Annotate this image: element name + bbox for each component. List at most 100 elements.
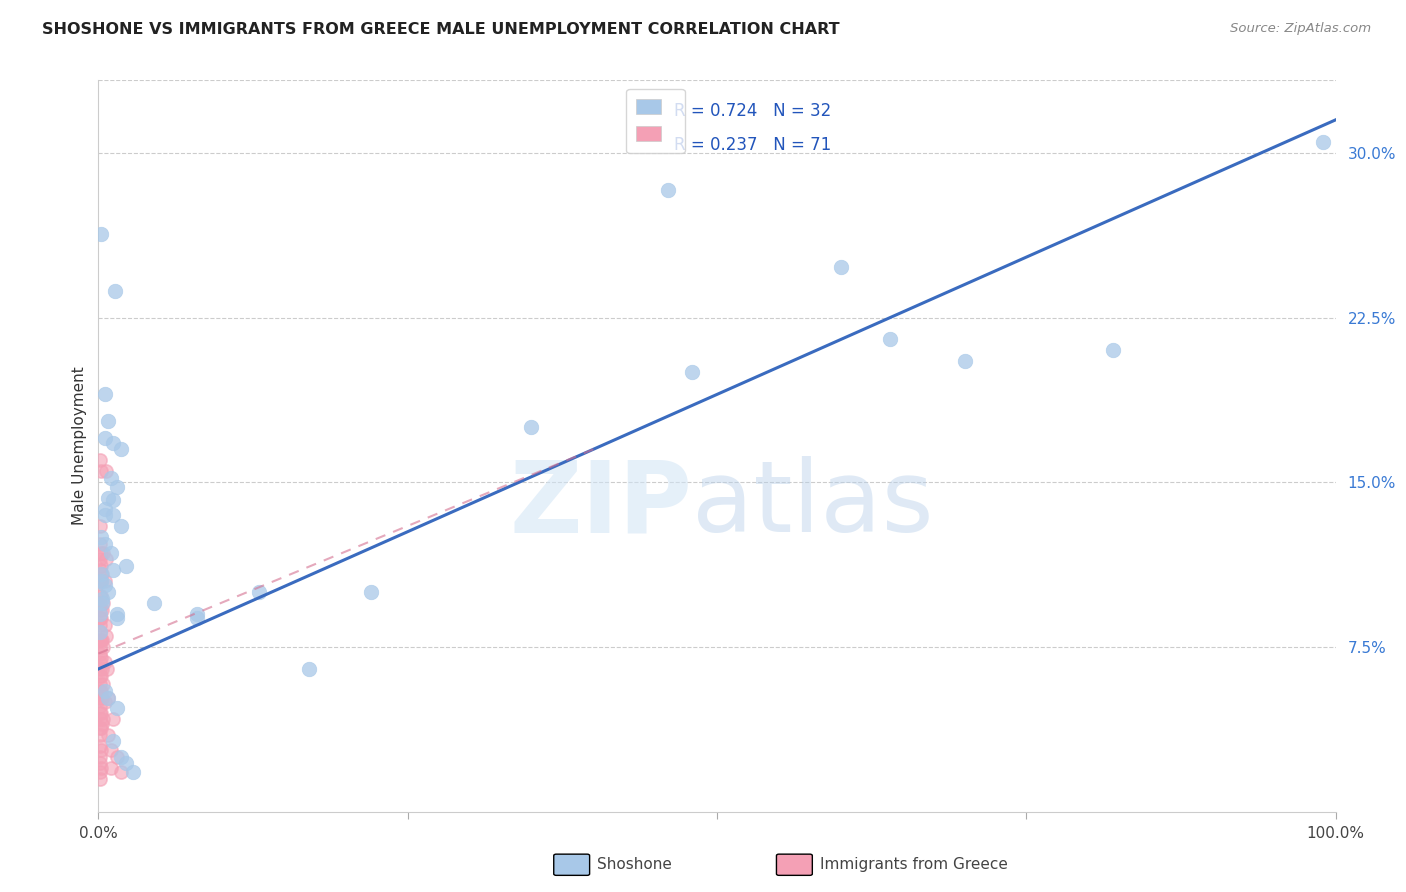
Point	[93, 677, 115, 691]
Point	[122, 765, 145, 780]
Point	[90, 611, 112, 625]
Point	[93, 545, 115, 559]
Legend: , : ,	[627, 88, 685, 153]
Point	[90, 633, 112, 648]
Point	[879, 333, 901, 347]
Point	[90, 227, 112, 241]
Point	[90, 721, 112, 735]
Point	[247, 585, 270, 599]
Point	[91, 567, 114, 582]
Point	[103, 435, 125, 450]
Point	[89, 602, 111, 616]
Point	[89, 728, 111, 742]
Point	[90, 651, 112, 665]
Text: Immigrants from Greece: Immigrants from Greece	[820, 857, 1008, 871]
Point	[89, 684, 111, 698]
Point	[89, 618, 111, 632]
Text: ZIP: ZIP	[509, 456, 692, 553]
Point	[93, 537, 115, 551]
Point	[93, 508, 115, 523]
Point	[90, 530, 112, 544]
Point	[100, 471, 122, 485]
Text: SHOSHONE VS IMMIGRANTS FROM GREECE MALE UNEMPLOYMENT CORRELATION CHART: SHOSHONE VS IMMIGRANTS FROM GREECE MALE …	[42, 22, 839, 37]
Point	[89, 690, 111, 705]
Point	[90, 706, 112, 720]
Point	[360, 585, 382, 599]
Point	[89, 721, 111, 735]
Point	[90, 545, 112, 559]
Point	[186, 607, 208, 621]
Point	[89, 537, 111, 551]
Point	[89, 749, 111, 764]
Point	[103, 284, 125, 298]
Point	[89, 607, 111, 621]
Point	[89, 563, 111, 577]
Point	[93, 618, 115, 632]
Point	[90, 684, 112, 698]
Text: Shoshone: Shoshone	[598, 857, 672, 871]
Point	[114, 558, 136, 573]
Point	[89, 668, 111, 682]
Point	[93, 574, 115, 588]
Point	[110, 442, 132, 457]
Point	[105, 749, 128, 764]
Point	[91, 717, 114, 731]
Point	[90, 761, 112, 775]
Point	[89, 662, 111, 676]
Point	[1102, 343, 1125, 358]
Point	[103, 492, 125, 507]
Point	[93, 684, 115, 698]
Point	[89, 677, 111, 691]
Point	[91, 662, 114, 676]
Point	[93, 640, 115, 654]
Point	[90, 558, 112, 573]
Point	[114, 756, 136, 771]
FancyBboxPatch shape	[554, 855, 589, 875]
Point	[93, 596, 115, 610]
Text: R = 0.237   N = 71: R = 0.237 N = 71	[673, 136, 831, 153]
Point	[110, 765, 132, 780]
Point	[105, 480, 128, 494]
Point	[97, 690, 120, 705]
Point	[89, 552, 111, 566]
Point	[657, 183, 679, 197]
Point	[298, 662, 321, 676]
Point	[89, 656, 111, 670]
Point	[90, 743, 112, 757]
Point	[94, 629, 117, 643]
Point	[97, 414, 120, 428]
Point	[110, 519, 132, 533]
Point	[89, 699, 111, 714]
Point	[97, 728, 120, 742]
Point	[105, 701, 128, 715]
Point	[103, 508, 125, 523]
Point	[89, 640, 111, 654]
Point	[89, 453, 111, 467]
Point	[100, 743, 122, 757]
Point	[90, 668, 112, 682]
Point	[93, 578, 115, 592]
Point	[89, 713, 111, 727]
Point	[93, 431, 115, 445]
Point	[89, 519, 111, 533]
Y-axis label: Male Unemployment: Male Unemployment	[72, 367, 87, 525]
Text: Source: ZipAtlas.com: Source: ZipAtlas.com	[1230, 22, 1371, 36]
Point	[89, 596, 111, 610]
Point	[830, 260, 852, 274]
Point	[103, 713, 125, 727]
Point	[93, 387, 115, 401]
Point	[91, 596, 114, 610]
Point	[89, 647, 111, 661]
Point	[97, 585, 120, 599]
Point	[89, 574, 111, 588]
Point	[97, 491, 120, 505]
Point	[105, 611, 128, 625]
Point	[90, 464, 112, 478]
Point	[681, 366, 703, 380]
Point	[94, 464, 117, 478]
Point	[520, 420, 543, 434]
Point	[103, 734, 125, 748]
Point	[89, 772, 111, 786]
Text: R = 0.724   N = 32: R = 0.724 N = 32	[673, 102, 831, 120]
Point	[143, 596, 166, 610]
